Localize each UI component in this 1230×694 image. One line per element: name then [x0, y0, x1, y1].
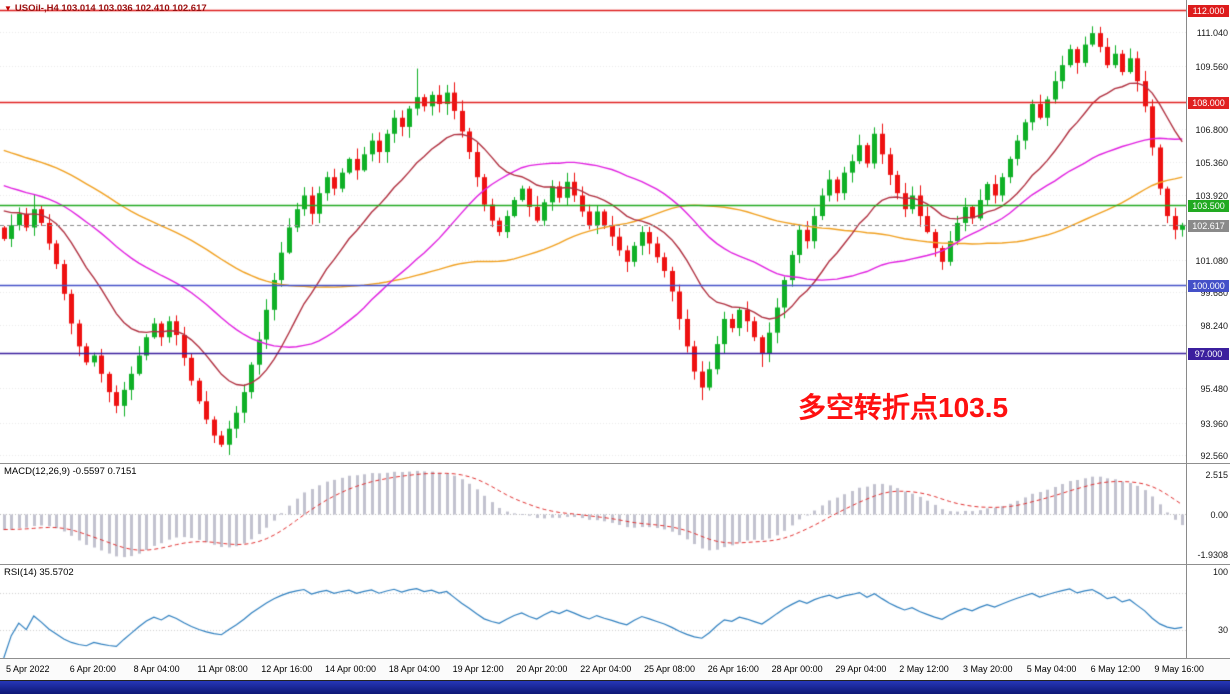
- price-tick-label: 109.560: [1195, 61, 1228, 72]
- current-price-badge: 102.617: [1188, 219, 1229, 232]
- time-tick-label: 2 May 12:00: [899, 664, 949, 674]
- price-tick-label: 92.560: [1200, 450, 1228, 461]
- dropdown-triangle-icon: ▼: [4, 4, 12, 13]
- taskbar-strip: [0, 680, 1230, 694]
- chinese-annotation-text: 多空转折点103.5: [798, 392, 1009, 423]
- rsi-panel: RSI(14) 35.5702 100 30: [0, 565, 1230, 659]
- time-tick-label: 20 Apr 20:00: [516, 664, 568, 674]
- time-tick-label: 26 Apr 16:00: [707, 664, 759, 674]
- time-tick-label: 5 Apr 2022: [6, 664, 50, 674]
- time-tick-label: 5 May 04:00: [1026, 664, 1077, 674]
- price-level-badge: 108.000: [1188, 96, 1229, 109]
- price-level-badge: 103.500: [1188, 199, 1229, 212]
- time-tick-label: 6 May 12:00: [1090, 664, 1141, 674]
- time-tick-label: 14 Apr 00:00: [325, 664, 377, 674]
- rsi-indicator-label: RSI(14) 35.5702: [4, 567, 74, 578]
- time-axis[interactable]: 5 Apr 2022 6 Apr 20:00 8 Apr 04:00 11 Apr 0…: [0, 659, 1230, 680]
- rsi-axis[interactable]: 100 30: [1186, 565, 1230, 658]
- time-tick-label: 12 Apr 16:00: [261, 664, 313, 674]
- time-tick-label: 25 Apr 08:00: [644, 664, 696, 674]
- price-level-badge: 100.000: [1188, 279, 1229, 292]
- macd-tick-label: -1.9308: [1197, 550, 1228, 560]
- price-level-badge: 112.000: [1188, 4, 1229, 17]
- symbol-ohlc-readout: USOil-,H4 103.014 103.036 102.410 102.61…: [14, 3, 207, 14]
- time-tick-label: 28 Apr 00:00: [771, 664, 823, 674]
- price-tick-label: 98.240: [1200, 320, 1228, 331]
- candlestick-chart-canvas[interactable]: [0, 0, 1186, 463]
- macd-tick-label: 2.515: [1205, 470, 1228, 480]
- price-tick-label: 95.480: [1200, 383, 1228, 394]
- time-tick-label: 8 Apr 04:00: [133, 664, 180, 674]
- price-tick-label: 105.360: [1195, 157, 1228, 168]
- time-tick-label: 18 Apr 04:00: [388, 664, 440, 674]
- price-tick-label: 103.920: [1195, 190, 1228, 201]
- price-tick-label: 106.800: [1195, 124, 1228, 135]
- time-tick-label: 3 May 20:00: [963, 664, 1013, 674]
- macd-tick-label: 0.00: [1210, 509, 1228, 520]
- price-level-badge: 97.000: [1188, 347, 1229, 360]
- price-tick-label: 111.040: [1196, 27, 1228, 38]
- price-tick-label: 101.080: [1195, 255, 1228, 266]
- price-tick-label: 93.960: [1200, 418, 1228, 429]
- price-tick-label: 99.680: [1200, 287, 1228, 298]
- time-tick-label: 19 Apr 12:00: [452, 664, 504, 674]
- macd-indicator-label: MACD(12,26,9) -0.5597 0.7151: [4, 466, 137, 477]
- chart-title: ▼ USOil-,H4 103.014 103.036 102.410 102.6…: [4, 3, 207, 14]
- price-axis[interactable]: 111.040 109.560 106.800 105.360 103.920 101.0…: [1186, 0, 1230, 463]
- macd-chart-canvas[interactable]: [0, 464, 1186, 564]
- time-tick-label: 11 Apr 08:00: [197, 664, 248, 674]
- rsi-tick-label: 30: [1217, 625, 1228, 636]
- main-chart-panel: ▼ USOil-,H4 103.014 103.036 102.410 102.6…: [0, 0, 1230, 464]
- macd-axis[interactable]: 2.515 0.00 -1.9308: [1186, 464, 1230, 564]
- time-tick-label: 6 Apr 20:00: [69, 664, 116, 674]
- rsi-tick-label: 100: [1212, 567, 1228, 577]
- time-tick-label: 29 Apr 04:00: [835, 664, 887, 674]
- time-tick-label: 9 May 16:00: [1154, 664, 1204, 674]
- time-tick-label: 22 Apr 04:00: [580, 664, 632, 674]
- macd-panel: MACD(12,26,9) -0.5597 0.7151 2.515 0.00 -1…: [0, 464, 1230, 565]
- rsi-chart-canvas[interactable]: [0, 565, 1186, 658]
